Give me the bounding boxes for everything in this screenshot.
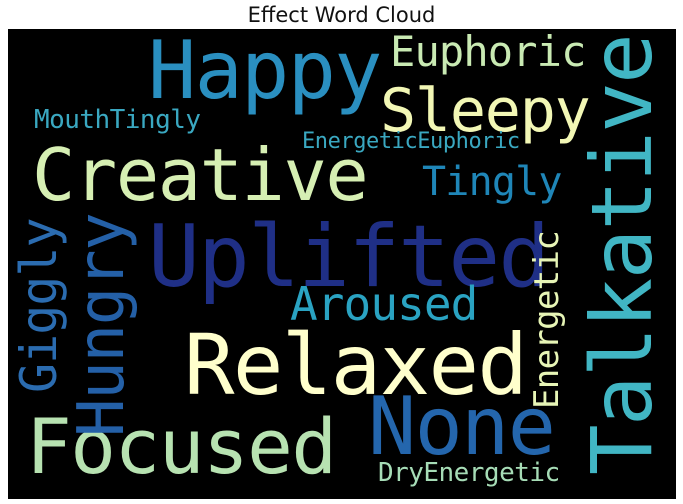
word-energetic: Energetic bbox=[527, 230, 567, 409]
chart-title: Effect Word Cloud bbox=[247, 3, 436, 27]
word-happy: Happy bbox=[148, 29, 382, 117]
word-talkative: Talkative bbox=[573, 34, 671, 475]
word-aroused: Aroused bbox=[290, 277, 478, 331]
word-giggly: Giggly bbox=[10, 218, 68, 393]
word-cloud-canvas: Happy Euphoric Sleepy MouthTingly Energe… bbox=[8, 29, 676, 499]
word-relaxed: Relaxed bbox=[184, 316, 528, 414]
word-tingly: Tingly bbox=[422, 159, 563, 205]
word-none: None bbox=[368, 380, 556, 473]
word-hungry: Hungry bbox=[65, 213, 139, 437]
word-mouthtingly: MouthTingly bbox=[34, 105, 201, 135]
word-euphoric: Euphoric bbox=[390, 29, 586, 76]
word-uplifted: Uplifted bbox=[148, 207, 550, 307]
word-sleepy: Sleepy bbox=[380, 76, 591, 146]
word-dryenergetic: DryEnergetic bbox=[378, 458, 560, 488]
word-energeticeuphoric: EnergeticEuphoric bbox=[302, 129, 520, 154]
word-focused: Focused bbox=[26, 402, 337, 491]
word-creative: Creative bbox=[32, 133, 369, 217]
